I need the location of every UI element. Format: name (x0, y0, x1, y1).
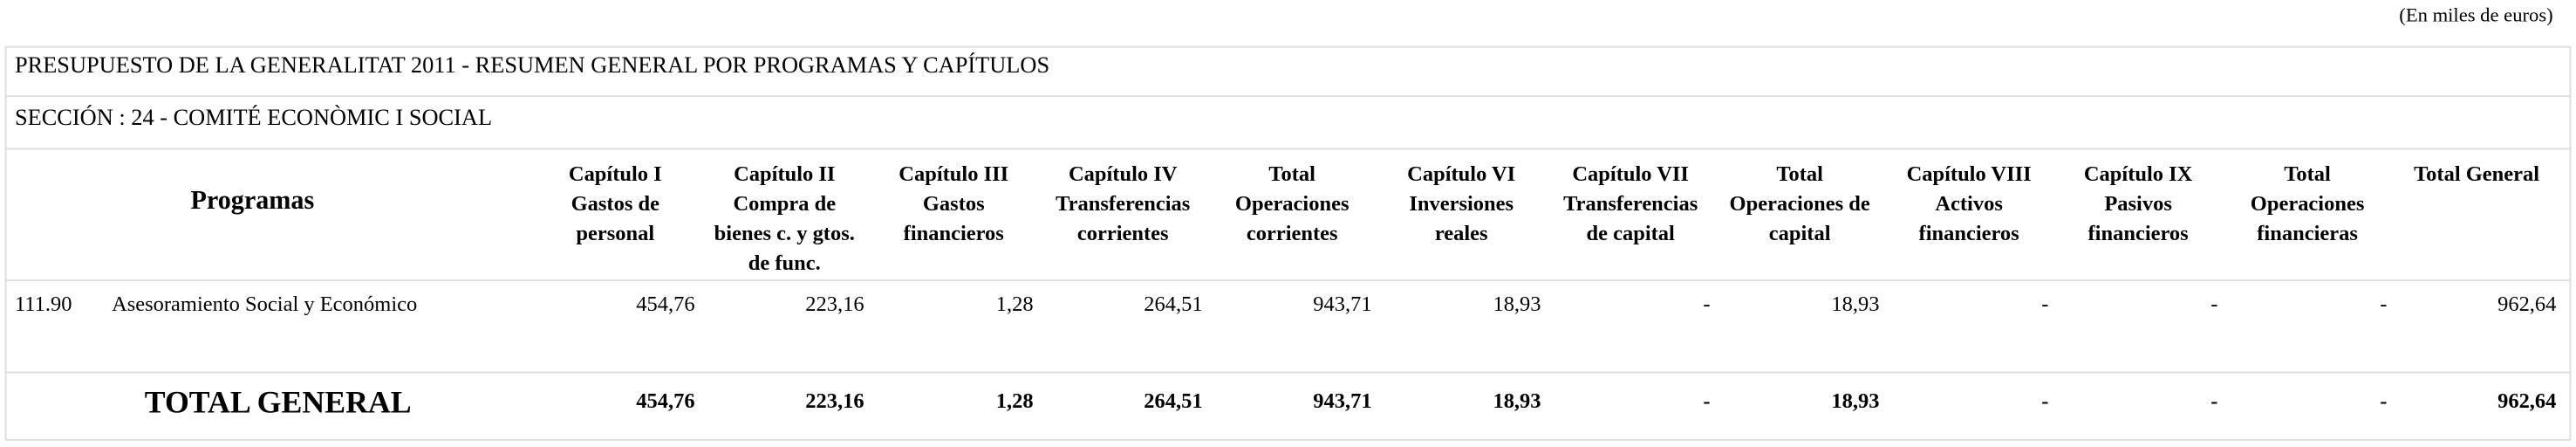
cell-value: 18,93 (1831, 291, 1880, 316)
header-line: Activos (1935, 190, 2003, 216)
total-label: TOTAL GENERAL (144, 386, 412, 422)
header-line: Gastos de (571, 190, 659, 216)
header-line: Capítulo II (734, 161, 836, 186)
total-value: - (2380, 388, 2388, 413)
header-programas: Programas (190, 187, 315, 216)
header-line: bienes c. y gtos. (714, 220, 855, 245)
header-line: Operaciones (1234, 190, 1349, 216)
header-line: Gastos (922, 190, 985, 216)
column-header: Total Operaciones de capital (1715, 160, 1884, 249)
column-header: Total Operaciones financieras (2223, 160, 2392, 249)
total-value: 18,93 (1831, 388, 1880, 413)
row-divider (4, 279, 2572, 282)
header-line: Operaciones (2250, 190, 2365, 216)
column-header: Capítulo II Compra de bienes c. y gtos. de … (700, 160, 869, 279)
cell-value: 223,16 (805, 291, 864, 316)
total-value: 1,28 (995, 388, 1034, 413)
header-line: corrientes (1246, 220, 1338, 245)
header-line: Capítulo IX (2083, 161, 2193, 186)
header-line: Capítulo IV (1068, 161, 1178, 186)
header-line: de func. (748, 250, 821, 275)
column-header: Capítulo IV Transferencias corrientes (1038, 160, 1207, 249)
header-line: Capítulo VII (1572, 161, 1689, 186)
header-line: financieras (2257, 220, 2358, 245)
program-name: Asesoramiento Social y Económico (112, 291, 418, 316)
header-line: corrientes (1076, 220, 1169, 245)
header-line: Total General (2414, 161, 2540, 186)
header-line: Total (2284, 161, 2331, 186)
column-header: Capítulo VIII Activos financieros (1884, 160, 2053, 249)
header-line: Capítulo I (568, 161, 662, 186)
row-divider (4, 148, 2572, 150)
total-value: 223,16 (805, 388, 864, 413)
total-value: - (2041, 388, 2049, 413)
column-header: Capítulo VII Transferencias de capital (1546, 160, 1715, 249)
total-value: 18,93 (1493, 388, 1541, 413)
report-title: PRESUPUESTO DE LA GENERALITAT 2011 - RES… (14, 54, 1050, 79)
cell-value: - (2210, 291, 2218, 316)
column-header: Total General (2392, 160, 2561, 189)
cell-value: - (2380, 291, 2388, 316)
cell-value: 1,28 (995, 291, 1034, 316)
header-line: Total (1776, 161, 1823, 186)
header-line: Capítulo VIII (1906, 161, 2032, 186)
cell-value: - (2041, 291, 2049, 316)
cell-value: 264,51 (1144, 291, 1203, 316)
header-line: capital (1768, 220, 1831, 245)
header-line: financieros (2087, 220, 2189, 245)
header-line: financieros (1918, 220, 2019, 245)
header-line: financieros (903, 220, 1004, 245)
header-line: Capítulo III (899, 161, 1009, 186)
program-code: 111.90 (14, 291, 72, 316)
total-value: - (1703, 388, 1711, 413)
header-line: Inversiones (1409, 190, 1514, 216)
row-divider (4, 95, 2572, 98)
total-value: 962,64 (2497, 388, 2557, 413)
cell-value: 962,64 (2497, 291, 2557, 316)
cell-value: 943,71 (1313, 291, 1372, 316)
total-value: 264,51 (1144, 388, 1203, 413)
header-line: Capítulo VI (1407, 161, 1516, 186)
header-line: reales (1434, 220, 1488, 245)
header-line: Transferencias (1563, 190, 1698, 216)
section-title: SECCIÓN : 24 - COMITÉ ECONÒMIC I SOCIAL (14, 107, 493, 132)
column-header: Total Operaciones corrientes (1207, 160, 1377, 249)
units-note: (En miles de euros) (2399, 3, 2553, 27)
header-line: Pasivos (2104, 190, 2172, 216)
total-value: - (2210, 388, 2218, 413)
column-header: Capítulo VI Inversiones reales (1377, 160, 1546, 249)
header-line: Total (1268, 161, 1315, 186)
header-line: de capital (1586, 220, 1675, 245)
table-frame (4, 45, 2572, 441)
total-value: 943,71 (1313, 388, 1372, 413)
header-line: Transferencias (1056, 190, 1191, 216)
row-divider (4, 371, 2572, 374)
header-line: personal (576, 220, 655, 245)
column-header: Capítulo III Gastos financieros (869, 160, 1038, 249)
total-value: 454,76 (636, 388, 695, 413)
cell-value: - (1703, 291, 1711, 316)
header-line: Compra de (733, 190, 837, 216)
header-line: Operaciones de (1729, 190, 1870, 216)
cell-value: 18,93 (1493, 291, 1541, 316)
column-header: Capítulo IX Pasivos financieros (2053, 160, 2223, 249)
column-header: Capítulo I Gastos de personal (530, 160, 700, 249)
cell-value: 454,76 (636, 291, 695, 316)
